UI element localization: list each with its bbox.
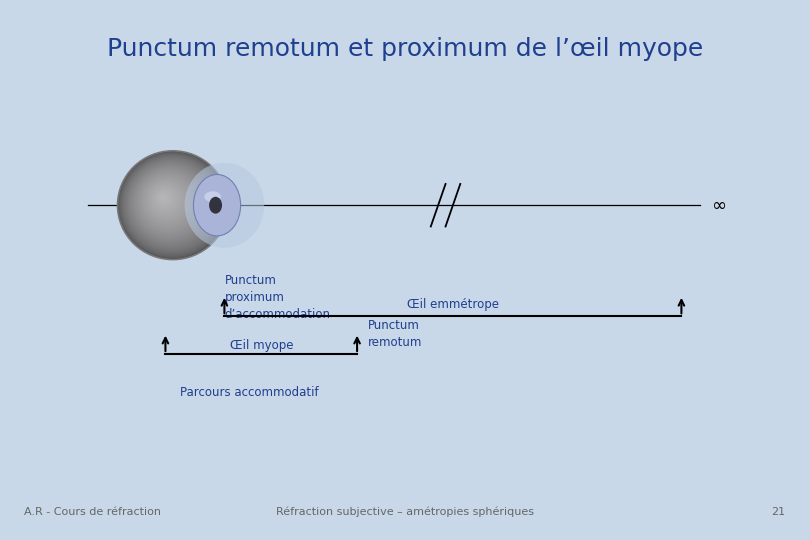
Ellipse shape [153, 187, 177, 211]
Ellipse shape [146, 179, 188, 221]
Ellipse shape [139, 173, 197, 230]
Ellipse shape [156, 190, 173, 207]
Ellipse shape [130, 164, 210, 242]
Ellipse shape [152, 186, 178, 212]
Text: Punctum remotum et proximum de l’œil myope: Punctum remotum et proximum de l’œil myo… [107, 37, 703, 62]
Text: $\infty$: $\infty$ [711, 196, 726, 214]
Ellipse shape [157, 192, 171, 205]
Ellipse shape [133, 166, 206, 238]
Ellipse shape [126, 159, 216, 248]
Ellipse shape [147, 181, 185, 218]
Ellipse shape [117, 151, 228, 260]
Text: Œil myope: Œil myope [229, 339, 293, 352]
Ellipse shape [120, 154, 224, 256]
Text: Punctum
remotum: Punctum remotum [368, 319, 423, 349]
Text: Punctum
proximum
d’accommodation: Punctum proximum d’accommodation [224, 274, 330, 321]
Ellipse shape [148, 183, 184, 217]
Ellipse shape [155, 189, 175, 208]
Ellipse shape [143, 177, 192, 225]
Text: Parcours accommodatif: Parcours accommodatif [180, 386, 319, 399]
Ellipse shape [209, 197, 222, 214]
Ellipse shape [160, 194, 167, 201]
Ellipse shape [156, 191, 172, 206]
Ellipse shape [129, 162, 212, 245]
Ellipse shape [125, 158, 218, 249]
Ellipse shape [154, 188, 176, 210]
Ellipse shape [141, 175, 194, 227]
Ellipse shape [134, 167, 205, 237]
Ellipse shape [122, 154, 223, 254]
Ellipse shape [138, 171, 199, 232]
Ellipse shape [132, 166, 207, 240]
Ellipse shape [124, 157, 219, 251]
Ellipse shape [185, 163, 264, 248]
Ellipse shape [123, 157, 220, 252]
Text: Œil emmétrope: Œil emmétrope [407, 298, 499, 310]
Ellipse shape [139, 172, 198, 231]
Ellipse shape [145, 179, 189, 222]
Ellipse shape [151, 185, 180, 213]
Ellipse shape [137, 170, 201, 233]
Ellipse shape [131, 165, 208, 241]
Ellipse shape [149, 183, 182, 216]
Ellipse shape [142, 176, 193, 226]
Ellipse shape [160, 193, 168, 202]
Ellipse shape [122, 156, 222, 253]
Ellipse shape [140, 174, 195, 228]
Ellipse shape [161, 195, 165, 200]
Ellipse shape [150, 184, 181, 214]
Text: A.R - Cours de réfraction: A.R - Cours de réfraction [24, 507, 161, 517]
Ellipse shape [144, 178, 190, 224]
Text: 21: 21 [772, 507, 786, 517]
Ellipse shape [194, 174, 241, 236]
Ellipse shape [162, 196, 164, 198]
Ellipse shape [147, 180, 186, 220]
Ellipse shape [127, 161, 214, 246]
Ellipse shape [126, 160, 215, 247]
Ellipse shape [134, 168, 203, 236]
Text: Réfraction subjective – amétropies sphériques: Réfraction subjective – amétropies sphér… [276, 507, 534, 517]
Ellipse shape [158, 192, 169, 203]
Ellipse shape [135, 170, 202, 234]
Ellipse shape [130, 163, 211, 244]
Ellipse shape [119, 153, 225, 257]
Ellipse shape [204, 191, 221, 202]
Ellipse shape [118, 152, 227, 258]
